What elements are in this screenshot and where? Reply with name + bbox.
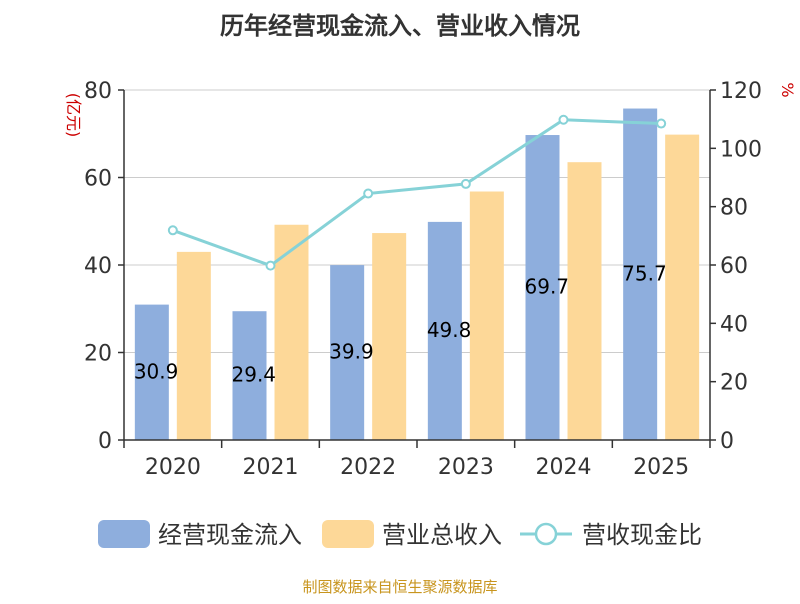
data-label-2023: 49.856 xyxy=(427,318,497,342)
left-tick-label: 0 xyxy=(98,429,112,454)
legend-label-cash-inflow: 经营现金流入 xyxy=(158,521,302,549)
bar-cash-inflow-2024 xyxy=(525,135,560,441)
data-label-2025: 75.764 xyxy=(622,261,692,285)
x-tick-label-2025: 2025 xyxy=(633,455,689,480)
right-tick-label: 100 xyxy=(720,137,762,162)
left-axis-label: (亿元) xyxy=(64,93,83,138)
line-point-2020 xyxy=(167,225,178,236)
x-tick-label-2023: 2023 xyxy=(438,455,494,480)
data-label-2024: 69.707 xyxy=(525,275,595,299)
legend-swatch-cash-inflow xyxy=(98,520,150,548)
x-tick-label-2021: 2021 xyxy=(243,455,299,480)
right-tick-label: 20 xyxy=(720,371,748,396)
left-tick-label: 80 xyxy=(84,79,112,104)
data-label-2022: 39.973 xyxy=(329,340,399,364)
bar-series xyxy=(134,108,700,441)
right-tick-label: 40 xyxy=(720,312,748,337)
legend-label-ratio: 营收现金比 xyxy=(582,521,702,549)
legend-swatch-revenue xyxy=(322,520,374,548)
right-tick-label: 0 xyxy=(720,429,734,454)
left-tick-label: 40 xyxy=(84,254,112,279)
right-tick-label: 60 xyxy=(720,254,748,279)
grid-lines xyxy=(124,89,710,353)
line-point-2025 xyxy=(656,118,667,129)
line-series xyxy=(167,114,667,271)
bar-revenue-2021 xyxy=(274,224,309,440)
bar-cash-inflow-2020 xyxy=(134,304,169,440)
bar-revenue-2022 xyxy=(372,233,407,440)
line-ratio xyxy=(172,118,662,268)
right-tick-label: 120 xyxy=(720,79,762,104)
axes: 0 20 40 60 80 0 20 40 60 80 100 120 2020 2021 2022 2023… xyxy=(84,79,762,480)
bar-cash-inflow-2021 xyxy=(232,311,267,440)
legend-label-revenue: 营业总收入 xyxy=(382,521,502,549)
legend: 经营现金流入 营业总收入 营收现金比 xyxy=(98,520,702,549)
left-tick-label: 60 xyxy=(84,167,112,192)
left-tick-label: 20 xyxy=(84,342,112,367)
right-axis-label: % xyxy=(778,82,797,97)
bar-cash-inflow-2023 xyxy=(427,221,462,440)
source-text: 制图数据来自恒生聚源数据库 xyxy=(302,578,497,596)
data-label-2021: 29.437 xyxy=(232,363,302,387)
bar-revenue-2023 xyxy=(469,191,504,440)
legend-marker-ratio xyxy=(534,522,558,546)
x-tick-label-2020: 2020 xyxy=(145,455,201,480)
bar-revenue-2025 xyxy=(665,134,700,440)
line-point-2021 xyxy=(265,260,276,271)
bar-cash-inflow-2025 xyxy=(623,108,658,440)
line-point-2023 xyxy=(460,178,471,189)
data-label-2020: 30.947 xyxy=(134,359,204,383)
chart-title: 历年经营现金流入、营业收入情况 xyxy=(220,12,580,40)
x-tick-label-2022: 2022 xyxy=(340,455,396,480)
line-point-2022 xyxy=(363,188,374,199)
data-labels: 30.947 29.437 39.973 49.856 69.707 75.764 xyxy=(134,261,692,387)
bar-revenue-2020 xyxy=(176,251,211,440)
bar-revenue-2024 xyxy=(567,162,602,440)
right-tick-label: 80 xyxy=(720,196,748,221)
bar-cash-inflow-2022 xyxy=(330,265,365,440)
x-tick-label-2024: 2024 xyxy=(536,455,592,480)
line-point-2024 xyxy=(558,114,569,125)
